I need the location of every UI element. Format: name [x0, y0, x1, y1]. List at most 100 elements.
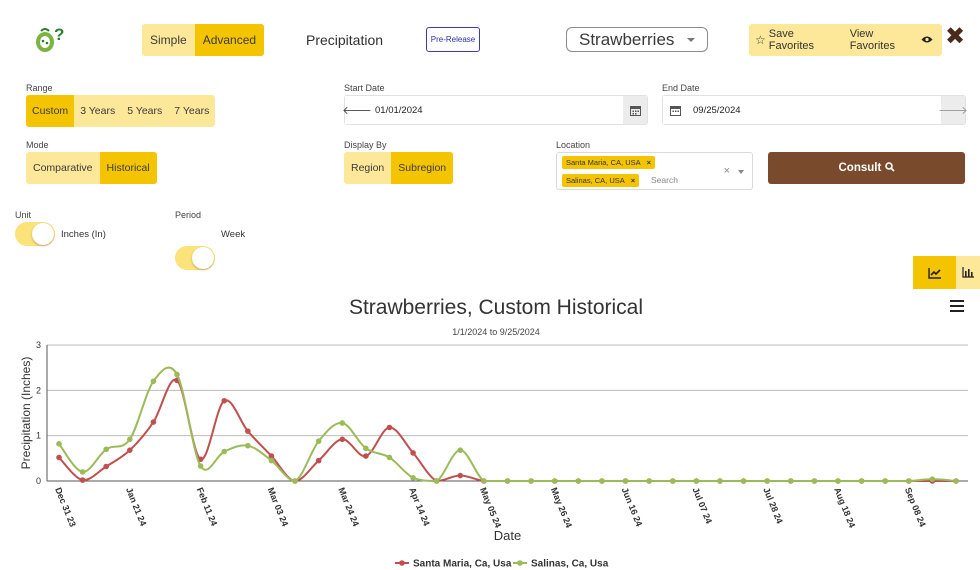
close-icon[interactable]: ✖: [945, 23, 966, 50]
view-favorites-button[interactable]: View Favorites: [844, 28, 942, 52]
data-point: [669, 478, 676, 484]
chart-title: Strawberries, Custom Historical: [348, 296, 644, 319]
consult-button[interactable]: Consult: [768, 152, 965, 184]
chevron-down-icon: [687, 38, 695, 42]
pre-release-badge[interactable]: Pre-Release: [426, 27, 480, 52]
x-tick-label: Mar 03 24: [266, 486, 291, 528]
mode-label: Mode: [26, 140, 49, 150]
display-region-button[interactable]: Region: [351, 162, 385, 174]
unit-label: Unit: [15, 210, 32, 220]
data-point: [410, 450, 416, 456]
x-tick-label: May 05 24: [478, 486, 503, 529]
y-tick-label: 2: [36, 385, 41, 395]
arrow-left-icon[interactable]: 🡐: [342, 96, 372, 124]
data-point: [245, 428, 251, 434]
series-line: [58, 366, 957, 483]
x-tick-label: May 26 24: [549, 486, 574, 529]
mode-toggle: Simple Advanced: [142, 24, 265, 56]
location-label: Location: [556, 140, 591, 150]
data-point: [835, 478, 841, 484]
remove-tag-icon[interactable]: ×: [630, 176, 636, 185]
search-icon: [884, 162, 895, 174]
remove-tag-icon[interactable]: ×: [646, 158, 652, 167]
legend-label: Santa Maria, Ca, Usa: [413, 559, 512, 570]
legend-marker: [517, 560, 523, 566]
data-point: [787, 478, 794, 484]
data-point: [882, 478, 888, 484]
display-by-label: Display By: [344, 140, 387, 150]
location-tag-label: Santa Maria, CA, USA: [566, 158, 641, 167]
display-subregion-button[interactable]: Subregion: [391, 152, 454, 184]
save-favorites-button[interactable]: ☆ Save Favorites: [749, 28, 844, 52]
x-tick-label: Sep 08 24: [903, 486, 928, 528]
mode-comparative-button[interactable]: Comparative: [33, 162, 93, 174]
arrow-right-icon[interactable]: 🡒: [938, 96, 968, 124]
favorites-group: ☆ Save Favorites View Favorites: [749, 24, 942, 56]
range-label: Range: [26, 83, 53, 93]
data-point: [481, 478, 487, 484]
calendar-icon[interactable]: [663, 96, 687, 124]
bar-chart-icon[interactable]: [956, 256, 980, 289]
data-point: [339, 436, 346, 443]
legend-marker: [399, 560, 405, 566]
start-date-input[interactable]: 01/01/2024: [375, 104, 423, 116]
range-7-years-button[interactable]: 7 Years: [174, 105, 210, 117]
chevron-down-icon[interactable]: [738, 170, 744, 174]
eye-icon: [921, 33, 933, 47]
location-tag[interactable]: Salinas, CA, USA ×: [562, 174, 640, 187]
x-axis-label: Date: [494, 528, 521, 543]
data-point: [953, 478, 959, 484]
simple-mode-button[interactable]: Simple: [150, 33, 187, 47]
location-search-input[interactable]: Search: [651, 175, 678, 185]
location-tag[interactable]: Santa Maria, CA, USA ×: [562, 156, 656, 169]
x-tick-label: Jun 16 24: [620, 486, 645, 528]
save-favorites-label: Save Favorites: [768, 28, 815, 52]
end-date-input[interactable]: 09/25/2024: [693, 104, 741, 116]
data-point: [386, 454, 393, 461]
clear-icon[interactable]: ×: [723, 165, 730, 177]
x-tick-label: Jul 07 24: [690, 486, 714, 525]
page-title: Precipitation: [306, 32, 384, 48]
range-custom-button[interactable]: Custom: [26, 95, 75, 127]
data-point: [599, 478, 605, 484]
period-value: Week: [221, 229, 246, 240]
period-toggle[interactable]: [175, 246, 215, 270]
crop-select[interactable]: Strawberries: [566, 27, 708, 52]
data-point: [905, 478, 912, 484]
line-chart-icon[interactable]: [913, 256, 956, 289]
menu-icon[interactable]: [950, 300, 964, 315]
unit-value: Inches (In): [61, 229, 106, 240]
view-favorites-label: View Favorites: [849, 28, 895, 52]
data-point: [103, 446, 110, 453]
app-logo[interactable]: ?: [32, 22, 68, 56]
location-tag-label: Salinas, CA, USA: [566, 176, 625, 185]
chart-view-toggle: [913, 256, 980, 289]
display-by-selector: Region Subregion: [344, 152, 454, 184]
location-multiselect[interactable]: Santa Maria, CA, USA × Salinas, CA, USA × …: [556, 152, 753, 190]
chart-subtitle: 1/1/2024 to 9/25/2024: [452, 327, 540, 337]
data-point: [79, 477, 86, 483]
data-point: [457, 447, 464, 453]
range-5-years-button[interactable]: 5 Years: [127, 105, 163, 117]
data-point: [245, 442, 251, 449]
data-point: [56, 454, 62, 461]
unit-toggle[interactable]: [15, 222, 55, 246]
period-label: Period: [175, 210, 202, 220]
data-point: [79, 469, 86, 475]
data-point: [127, 447, 133, 453]
data-point: [717, 478, 723, 484]
calendar-icon[interactable]: [623, 96, 647, 124]
data-point: [150, 419, 157, 425]
data-point: [56, 441, 62, 447]
x-tick-label: Feb 11 24: [195, 486, 219, 527]
star-icon: ☆: [755, 33, 766, 47]
mode-historical-button[interactable]: Historical: [99, 152, 157, 184]
legend-label: Salinas, Ca, Usa: [531, 559, 609, 570]
data-point: [363, 445, 369, 452]
x-tick-label: Apr 14 24: [407, 486, 431, 527]
y-tick-label: 1: [36, 431, 41, 441]
data-point: [363, 453, 369, 459]
range-3-years-button[interactable]: 3 Years: [80, 105, 116, 117]
advanced-mode-button[interactable]: Advanced: [194, 24, 265, 56]
x-tick-label: Mar 24 24: [336, 486, 361, 528]
